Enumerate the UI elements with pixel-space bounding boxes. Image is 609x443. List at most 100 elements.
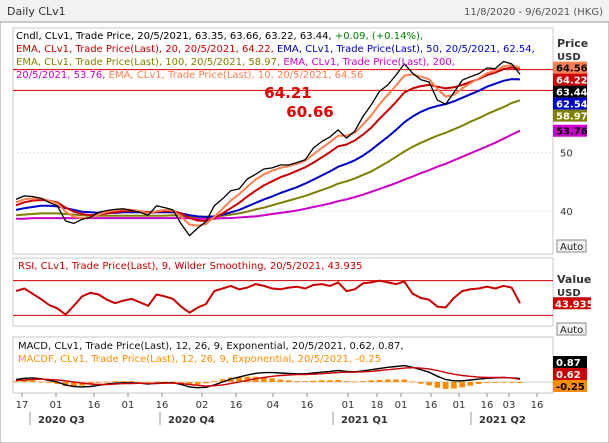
rsi-auto-scale-button[interactable]: Auto: [556, 322, 587, 336]
macd-histogram-bar: [442, 382, 449, 389]
x-tick-label: 16: [531, 400, 544, 411]
macdf-legend: MACDF, CLv1, Trade Price(Last), 12, 26, …: [18, 354, 381, 365]
macd-histogram-bar: [269, 378, 275, 382]
macd-histogram-bar: [277, 379, 284, 382]
x-tick-label: 01: [453, 400, 466, 411]
macd-histogram-bar: [384, 379, 391, 382]
series-line-ema-100: [15, 99, 521, 218]
macd-tag-box: [553, 380, 587, 392]
price-tick-label: 50: [560, 149, 573, 160]
macd-histogram-bar: [517, 382, 523, 384]
x-tick-label: 16: [230, 400, 243, 411]
macd-histogram-bar: [261, 377, 267, 382]
price-legend-line-3: EMA, CLv1, Trade Price(Last), 100, 20/5/…: [16, 57, 455, 68]
price-horizontal-lines[interactable]: [13, 69, 553, 91]
x-tick-label: 01: [342, 400, 355, 411]
macd-tag-box: [553, 368, 587, 380]
macd-histogram-bar: [351, 381, 358, 383]
macd-histogram-bar: [194, 382, 201, 385]
price-tag-value: 64.56: [556, 64, 588, 75]
rsi-pane: [12, 257, 554, 327]
series-line-ema-10: [15, 64, 521, 227]
macd-histogram-bar: [236, 377, 242, 382]
rsi-auto-label[interactable]: Auto: [560, 325, 583, 336]
price-tick-label: 40: [560, 207, 573, 218]
x-tick-label: 04: [267, 400, 280, 411]
macd-histogram-bar: [104, 381, 110, 383]
macd-histogram-bar: [203, 382, 209, 384]
macd-tag-value: 0.87: [556, 358, 581, 369]
macd-histogram-bar: [120, 381, 127, 382]
price-axis-unit: USD: [557, 52, 581, 63]
price-tag-value: 63.44: [556, 88, 588, 99]
macd-histogram-bar: [368, 380, 375, 382]
macd-histogram-bar: [376, 379, 383, 382]
x-tick-label: 18: [371, 400, 384, 411]
macd-histogram-bar: [29, 380, 36, 382]
macd-tag-box: [553, 356, 587, 368]
macd-histogram-bar: [285, 380, 292, 382]
price-axis-title: Price: [557, 37, 588, 50]
series-line-ema-200: [16, 129, 521, 220]
macd-histogram-bar: [87, 382, 94, 385]
macd-value-tags: 0.870.62-0.25: [553, 356, 587, 393]
legend-segment: Cndl, CLv1, Trade Price, 20/5/2021, 63.3…: [16, 31, 335, 42]
price-tag-box: [553, 109, 587, 122]
price-auto-label[interactable]: Auto: [560, 242, 583, 253]
macd-histogram-bar: [62, 382, 69, 387]
macd-histogram-bar: [484, 382, 490, 383]
macd-histogram-bar: [153, 381, 160, 383]
macd-histogram-bar: [360, 381, 366, 382]
price-tag-value: 64.22: [556, 76, 588, 87]
macd-histogram-bar: [434, 382, 441, 388]
annotation-upper-level: 64.21: [264, 84, 311, 102]
macd-histogram-bar: [211, 381, 218, 382]
price-auto-scale-button[interactable]: Auto: [556, 239, 587, 253]
macd-histogram-bar: [128, 381, 135, 382]
x-tick-label: 16: [88, 400, 101, 411]
macd-histogram-bar: [310, 380, 317, 382]
macd-histogram-bar: [186, 382, 193, 385]
macd-plot-area: [13, 364, 553, 389]
price-legend-line-4: 20/5/2021, 53.76, EMA, CLv1, Trade Price…: [16, 70, 363, 81]
title-bar: [0, 0, 609, 22]
price-tag-value: 58.97: [556, 112, 588, 123]
macd-tag-value: 0.62: [556, 370, 581, 381]
macd-histogram-bar: [137, 382, 143, 383]
macd-histogram-bar: [112, 381, 118, 382]
macd-histogram-bar: [418, 382, 424, 384]
macd-histogram-bar: [492, 382, 499, 383]
rsi-tag-box: [553, 297, 591, 310]
macd-histogram-bar: [13, 381, 19, 382]
macd-histogram-bar: [335, 379, 342, 382]
price-tag-box: [553, 85, 587, 98]
legend-segment: +0.09, (+0.14%),: [335, 31, 423, 42]
macd-histogram-bar: [409, 381, 416, 383]
rsi-band-lines: [13, 280, 553, 316]
macd-histogram-bar: [318, 380, 325, 382]
macd-histogram-bar: [46, 382, 52, 383]
macd-histogram-bar: [70, 382, 77, 387]
macd-histogram-bar: [21, 380, 28, 382]
price-legend-line-2: EMA, CLv1, Trade Price(Last), 20, 20/5/2…: [16, 44, 535, 55]
macd-histogram-bar: [459, 382, 466, 388]
quarter-label: 2021 Q1: [341, 415, 388, 426]
macd-histogram-bar: [500, 382, 507, 383]
macd-histogram-bar: [508, 382, 515, 383]
macd-histogram-bar: [170, 381, 176, 383]
series-line-cndl-clv1-trade-price-close: [15, 60, 521, 237]
macd-histogram-bar: [327, 380, 333, 382]
x-tick-label: 01: [50, 400, 63, 411]
macd-legend: MACD, CLv1, Trade Price(Last), 12, 26, 9…: [18, 341, 404, 352]
rsi-axis-title: Value: [557, 273, 591, 286]
macd-histogram-bar: [393, 379, 399, 382]
price-tag-value: 53.76: [556, 127, 588, 138]
x-tick-label: 16: [425, 400, 438, 411]
legend-segment: EMA, CLv1, Trade Price(Last), 200,: [283, 57, 455, 68]
legend-segment: EMA, CLv1, Trade Price(Last), 20, 20/5/2…: [16, 44, 277, 55]
x-tick-label: 17: [16, 400, 29, 411]
rsi-value-tag: 43.935: [553, 297, 594, 310]
macd-histogram-bar: [54, 382, 61, 385]
macd-histogram-bar: [37, 381, 44, 383]
